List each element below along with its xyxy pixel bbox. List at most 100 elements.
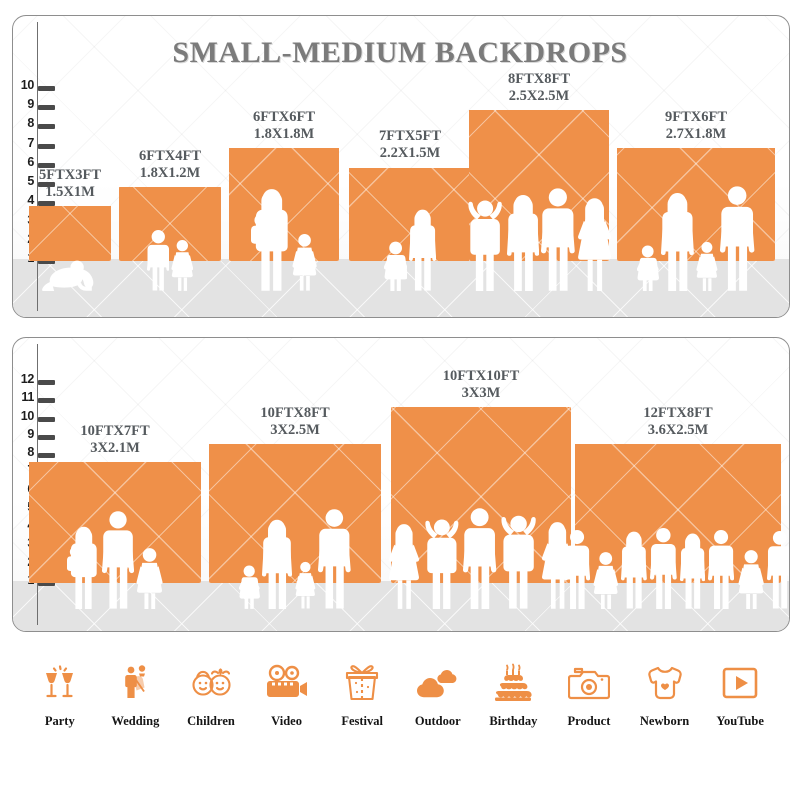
person-silhouette — [499, 510, 538, 609]
y-tick-label: 12 — [20, 372, 35, 386]
bar-size-label: 8FTX8FT 2.5X2.5M — [508, 71, 570, 110]
bar-hatch-pattern — [119, 186, 221, 261]
bar-size-label: 7FTX5FT 2.2X1.5M — [379, 128, 441, 167]
y-tick-label: 8 — [27, 116, 34, 131]
bar-10ftx10ft: 10FTX10FT 3X3M — [389, 368, 573, 609]
person-silhouette — [650, 527, 677, 609]
bar-size-ft: 10FTX7FT — [80, 422, 150, 439]
person-silhouette — [680, 532, 706, 609]
person-silhouette — [250, 187, 291, 291]
bar-size-label: 10FTX7FT 3X2.1M — [80, 423, 149, 462]
gift-box-icon[interactable] — [339, 660, 385, 706]
person-silhouette — [295, 561, 316, 609]
person-silhouette — [696, 241, 718, 291]
y-tick-mark — [38, 259, 55, 264]
person-silhouette — [66, 525, 99, 609]
y-tick-label: 9 — [27, 97, 34, 112]
usage-scenario-strip: Party Wedding Children Video — [0, 660, 800, 770]
y-tick-mark — [38, 453, 55, 459]
bar-9ftx6ft: 9FTX6FT 2.7X1.8M — [617, 109, 775, 291]
bride-groom-icon[interactable] — [112, 660, 158, 706]
usage-item-label: Festival — [341, 714, 383, 728]
usage-item-youtube[interactable]: YouTube — [702, 660, 778, 729]
person-silhouette — [408, 208, 437, 291]
person-silhouette — [136, 547, 163, 609]
play-button-icon[interactable] — [717, 660, 763, 706]
bar-size-ft: 8FTX8FT — [507, 70, 571, 87]
usage-item-birthday[interactable]: Birthday — [476, 660, 552, 729]
usage-item-children[interactable]: Children — [173, 660, 249, 729]
y-tick-mark — [38, 416, 55, 422]
bar-size-m: 1.8X1.2M — [139, 164, 201, 181]
y-tick-label: 11 — [21, 390, 34, 405]
person-silhouette — [292, 233, 317, 291]
birthday-cake-icon[interactable] — [490, 660, 536, 706]
y-tick-label: 5 — [27, 174, 34, 189]
bar-8ftx8ft: 8FTX8FT 2.5X2.5M — [468, 71, 611, 291]
bar-size-label: 6FTX6FT 1.8X1.8M — [253, 109, 315, 148]
bar-6ftx4ft: 6FTX4FT 1.8X1.2M — [119, 148, 221, 291]
movie-camera-icon[interactable] — [264, 660, 310, 706]
usage-item-product[interactable]: Product — [551, 660, 627, 729]
person-silhouette — [262, 518, 293, 609]
person-silhouette — [463, 507, 497, 609]
person-silhouette — [171, 239, 194, 291]
person-silhouette — [423, 514, 461, 609]
y-tick-mark — [38, 398, 55, 404]
y-tick-label: 9 — [27, 426, 34, 441]
person-silhouette — [661, 191, 694, 291]
bar-size-ft: 10FTX10FT — [442, 368, 520, 385]
person-silhouette — [101, 510, 134, 609]
usage-item-newborn[interactable]: Newborn — [627, 660, 703, 729]
bar-size-ft: 7FTX5FT — [378, 128, 442, 145]
person-silhouette — [318, 508, 351, 609]
bar-size-ft: 12FTX8FT — [643, 404, 713, 421]
person-silhouette — [593, 551, 619, 609]
clouds-icon[interactable] — [415, 660, 461, 706]
person-silhouette — [466, 195, 504, 291]
usage-item-label: Birthday — [489, 714, 538, 728]
usage-item-label: Wedding — [111, 714, 160, 728]
person-silhouette — [239, 565, 261, 609]
y-tick-mark — [38, 124, 55, 130]
y-tick-mark — [38, 86, 55, 91]
chart-panel-large: 12 11 10 9 8 7 6 5 4 3 — [12, 337, 790, 632]
bar-12ftx8ft: 12FTX8FT 3.6X2.5M — [563, 405, 789, 609]
bar-size-ft: 9FTX6FT — [664, 109, 728, 126]
usage-item-label: Children — [187, 714, 235, 728]
bar-10ftx7ft: 10FTX7FT 3X2.1M — [29, 423, 201, 609]
person-silhouette — [37, 260, 104, 293]
usage-item-label: YouTube — [716, 714, 764, 728]
y-tick-mark — [38, 201, 55, 207]
y-tick-label: 8 — [27, 445, 34, 460]
bar-size-m: 2.2X1.5M — [379, 145, 441, 162]
usage-item-festival[interactable]: Festival — [324, 660, 400, 729]
person-silhouette — [383, 241, 408, 291]
bar-size-label: 10FTX10FT 3X3M — [443, 368, 520, 407]
bar-size-m: 2.5X2.5M — [508, 87, 570, 104]
y-tick-mark — [38, 105, 55, 111]
y-tick-label: 10 — [20, 78, 35, 92]
bar-6ftx6ft: 6FTX6FT 1.8X1.8M — [229, 109, 339, 291]
bar-size-label: 12FTX8FT 3.6X2.5M — [643, 405, 712, 444]
two-kids-faces-icon[interactable] — [188, 660, 234, 706]
camera-icon[interactable] — [566, 660, 612, 706]
usage-item-label: Outdoor — [414, 714, 461, 728]
person-silhouette — [506, 193, 539, 291]
page-title: SMALL-MEDIUM BACKDROPS — [172, 36, 628, 69]
bar-size-m: 2.7X1.8M — [665, 126, 727, 143]
bar-size-m: 1.8X1.8M — [253, 126, 315, 143]
usage-item-party[interactable]: Party — [22, 660, 98, 729]
usage-item-outdoor[interactable]: Outdoor — [400, 660, 476, 729]
champagne-glasses-icon[interactable] — [37, 660, 83, 706]
person-silhouette — [563, 529, 590, 609]
y-tick-label: 7 — [27, 135, 34, 150]
person-silhouette — [637, 245, 660, 291]
baby-onesie-icon[interactable] — [642, 660, 688, 706]
usage-item-video[interactable]: Video — [249, 660, 325, 729]
usage-item-wedding[interactable]: Wedding — [98, 660, 174, 729]
person-silhouette — [146, 229, 170, 291]
y-tick-label: 4 — [27, 193, 34, 208]
person-silhouette — [621, 530, 648, 609]
